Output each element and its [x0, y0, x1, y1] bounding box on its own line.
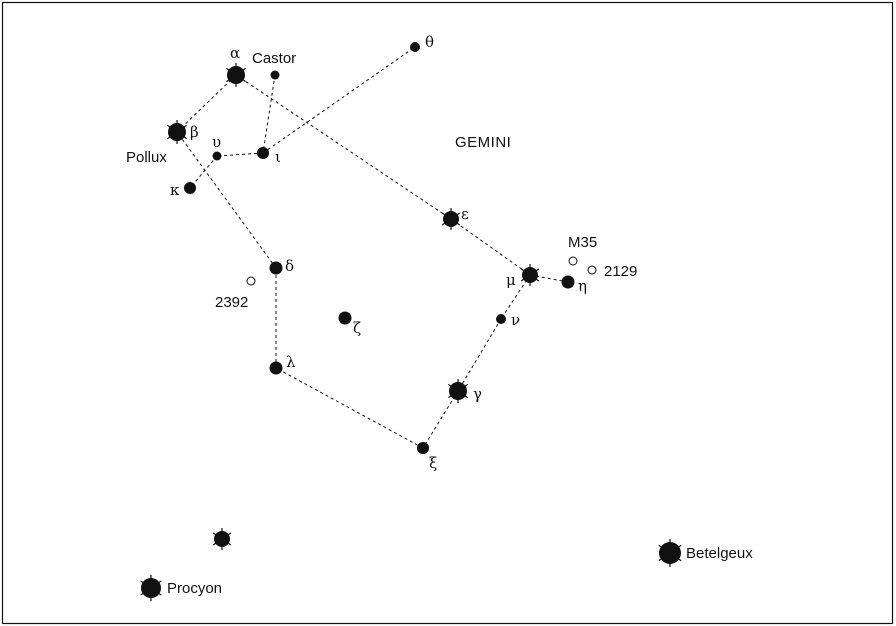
labels: α Castor β Pollux θ υ ι κ ε δ ζ μ η ν γ λ ξ Procyon Betelg…	[126, 33, 753, 597]
star-label-zeta: ζ	[353, 319, 361, 337]
star-eta	[561, 275, 575, 289]
constellation-title: GEMINI	[455, 134, 511, 151]
star-iota	[257, 147, 269, 159]
star-kappa	[184, 182, 196, 194]
line-mu-nu	[500, 274, 531, 320]
star-delta	[269, 261, 283, 275]
star-label-epsilon: ε	[461, 205, 469, 223]
line-castor-b-iota	[262, 74, 276, 154]
stars	[140, 42, 682, 601]
star-label-mu: μ	[506, 271, 516, 289]
star-epsilon	[441, 208, 461, 230]
star-xi	[417, 442, 429, 454]
star-procyon-b	[212, 528, 232, 550]
star-label-xi: ξ	[429, 454, 437, 472]
deep-sky-label-2392: 2392	[215, 294, 248, 311]
line-upsilon-kappa	[189, 155, 218, 189]
deep-sky-label-2129: 2129	[604, 263, 637, 280]
deep-sky-objects	[246, 256, 597, 286]
line-epsilon-mu	[450, 218, 531, 276]
star-label-nu: ν	[511, 311, 520, 329]
star-procyon	[140, 575, 162, 601]
line-iota-theta	[262, 46, 416, 154]
line-xi-lambda	[275, 367, 424, 449]
star-label-theta: θ	[425, 33, 434, 51]
star-gamma	[448, 379, 468, 403]
star-name-betelgeux: Betelgeux	[686, 545, 753, 562]
star-label-upsilon: υ	[212, 133, 221, 151]
star-label-beta: β	[190, 123, 199, 141]
star-label-eta: η	[578, 277, 587, 295]
star-label-lambda: λ	[286, 353, 296, 371]
star-beta	[167, 120, 187, 144]
star-castor-b	[270, 70, 280, 80]
star-label-delta: δ	[285, 257, 294, 275]
star-name-beta: Pollux	[126, 149, 167, 166]
line-delta-beta	[176, 131, 277, 269]
star-label-alpha: α	[230, 44, 240, 62]
star-mu	[520, 264, 540, 286]
deep-sky-2129	[587, 265, 597, 275]
line-nu-gamma	[457, 318, 502, 392]
star-label-gamma: γ	[473, 385, 482, 403]
star-upsilon	[212, 151, 222, 161]
star-label-iota: ι	[275, 148, 281, 166]
star-label-kappa: κ	[170, 181, 180, 199]
star-name-alpha: Castor	[252, 50, 296, 67]
deep-sky-2392	[246, 276, 256, 286]
star-zeta	[338, 311, 352, 325]
line-iota-upsilon	[216, 152, 264, 157]
star-nu	[496, 314, 506, 324]
deep-sky-m35	[568, 256, 578, 266]
star-lambda	[269, 361, 283, 375]
line-gamma-xi	[422, 390, 459, 449]
star-name-procyon: Procyon	[167, 580, 222, 597]
constellation-lines	[176, 46, 569, 449]
star-theta	[410, 42, 420, 52]
star-alpha	[226, 63, 246, 87]
star-betelgeux	[658, 539, 682, 567]
line-beta-alpha	[176, 74, 237, 133]
deep-sky-label-m35: M35	[568, 234, 597, 251]
line-alpha-epsilon	[235, 74, 452, 220]
